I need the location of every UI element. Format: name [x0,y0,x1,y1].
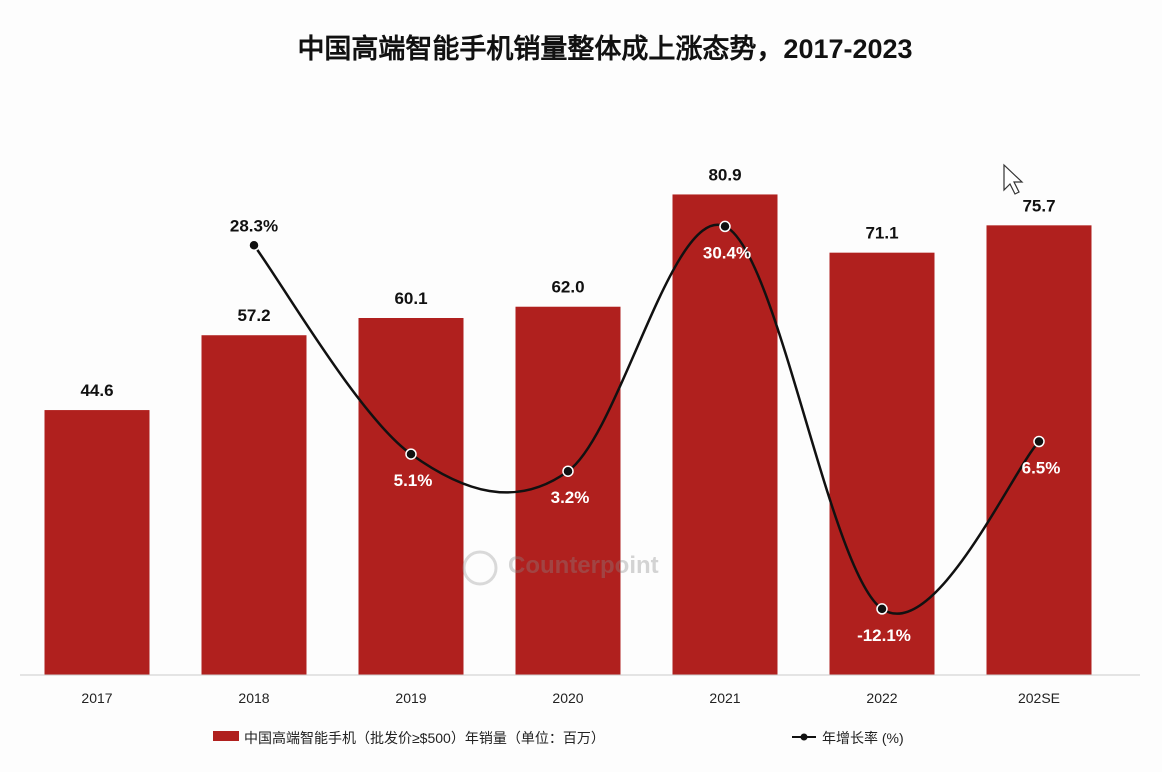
bar-2019 [358,318,464,675]
svg-text:Counterpoint: Counterpoint [508,552,659,579]
growth-label-2020: 3.2% [551,488,590,507]
growth-point-2019 [405,448,417,460]
bar-202SE [986,225,1092,676]
growth-label-202SE: 6.5% [1022,459,1061,478]
legend-bar-swatch [213,731,239,741]
x-tick-2019: 2019 [395,690,426,706]
bar-2018 [201,335,307,675]
growth-point-2018 [248,239,260,252]
growth-point-2020 [562,465,574,477]
bar-value-label-2022: 71.1 [865,224,898,243]
legend-line-label: 年增长率 (%) [822,730,904,746]
legend: 中国高端智能手机（批发价≥$500）年销量（单位：百万） 年增长率 (%) [213,730,904,746]
x-tick-2017: 2017 [81,690,112,706]
growth-label-2018: 28.3% [230,216,278,235]
bar-value-label-2021: 80.9 [708,165,741,184]
x-tick-2018: 2018 [238,690,269,706]
bar-value-label-2018: 57.2 [237,306,270,325]
x-tick-202SE: 202SE [1018,690,1060,706]
bar-value-label-2019: 60.1 [394,289,427,308]
cursor-icon [1003,163,1024,195]
bar-value-label-2020: 62.0 [551,278,584,297]
counterpoint-watermark: Counterpoint [462,550,659,586]
bar-value-label-202SE: 75.7 [1022,196,1055,215]
growth-point-2022 [876,603,888,615]
bar-2021 [672,194,778,676]
growth-label-2019: 5.1% [394,471,433,490]
x-tick-2021: 2021 [709,690,740,706]
legend-bar-label: 中国高端智能手机（批发价≥$500）年销量（单位：百万） [244,730,605,746]
chart-title: 中国高端智能手机销量整体成上涨态势，2017-2023 [297,33,912,64]
bar-value-label-2017: 44.6 [80,381,113,400]
growth-point-2021 [719,220,731,233]
growth-rate-line [253,223,1040,615]
growth-point-202SE [1033,435,1045,448]
x-tick-2022: 2022 [866,690,897,706]
growth-label-2021: 30.4% [703,243,751,262]
bar-2020 [515,306,621,675]
bar-2017 [44,410,150,675]
x-tick-2020: 2020 [552,690,583,706]
growth-label-2022: -12.1% [857,626,911,645]
